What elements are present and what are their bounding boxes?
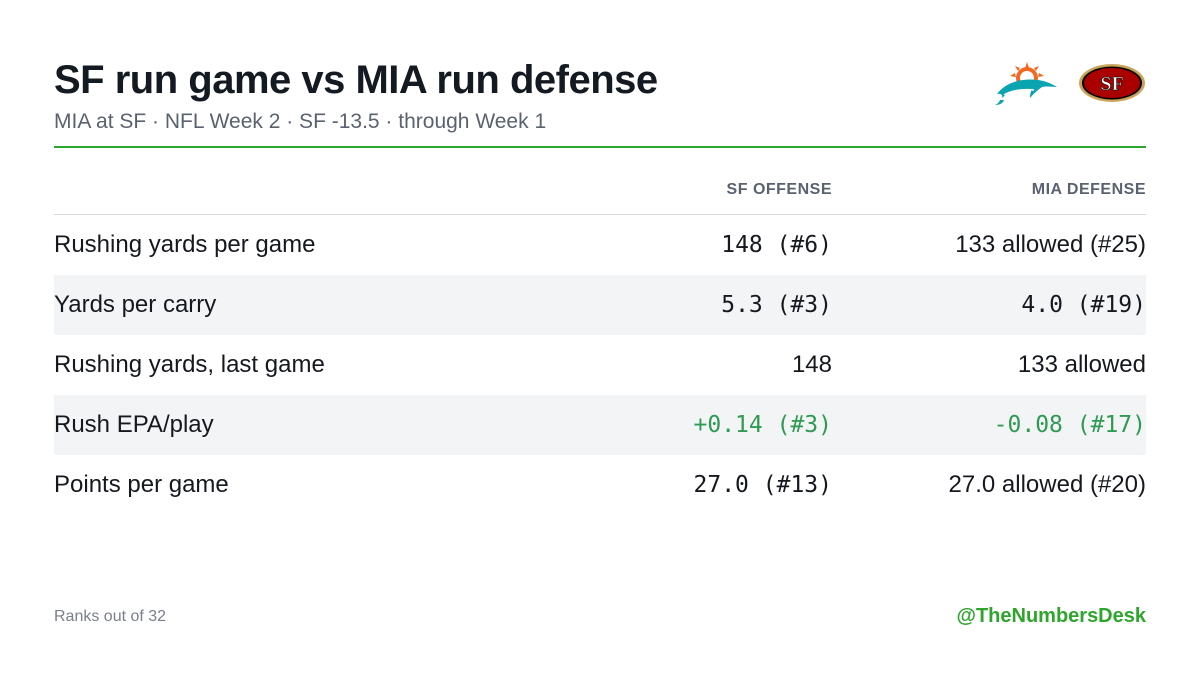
- dolphins-logo-icon: [995, 62, 1057, 105]
- sf-offense-value: +0.14 (#3): [594, 395, 832, 455]
- mia-defense-value: -0.08 (#17): [832, 395, 1146, 455]
- column-header-mia-defense: MIA DEFENSE: [832, 166, 1146, 215]
- sf-offense-value: 27.0 (#13): [693, 472, 832, 498]
- table-header-row: SF OFFENSE MIA DEFENSE: [54, 166, 1146, 215]
- table-row: Rushing yards per game 148 (#6) 133 allowe…: [54, 215, 1146, 276]
- mia-defense-value: 4.0 (#19): [832, 275, 1146, 335]
- sf-offense-value: 148 (#6): [721, 232, 832, 258]
- mia-defense-value: 133 allowed (#25): [955, 231, 1146, 258]
- page-title: SF run game vs MIA run defense: [54, 58, 658, 102]
- 49ers-logo-icon: SF: [1079, 64, 1145, 102]
- table-row: Yards per carry 5.3 (#3) 4.0 (#19): [54, 275, 1146, 335]
- title-divider: [54, 146, 1146, 148]
- svg-text:SF: SF: [1100, 73, 1123, 95]
- sf-offense-value: 148: [791, 351, 832, 378]
- footnote: Ranks out of 32: [54, 608, 167, 625]
- metric-label: Rush EPA/play: [54, 395, 594, 455]
- column-header-sf-offense: SF OFFENSE: [594, 166, 832, 215]
- metric-label: Yards per carry: [54, 275, 594, 335]
- column-header-metric: [54, 166, 594, 215]
- team-logos: SF: [994, 60, 1146, 106]
- table-row: Rushing yards, last game 148 133 allowed: [54, 335, 1146, 395]
- mia-defense-value: 133 allowed: [1017, 351, 1146, 378]
- sf-offense-value: 5.3 (#3): [594, 275, 832, 335]
- table-body: Rushing yards per game 148 (#6) 133 allowe…: [54, 215, 1146, 516]
- metric-label: Points per game: [54, 471, 229, 498]
- mia-defense-value: 27.0 allowed (#20): [948, 471, 1146, 498]
- metric-label: Rushing yards per game: [54, 231, 316, 258]
- author-handle: @TheNumbersDesk: [956, 605, 1146, 627]
- table-row: Rush EPA/play +0.14 (#3) -0.08 (#17): [54, 395, 1146, 455]
- metric-label: Rushing yards, last game: [54, 351, 325, 378]
- table-row: Points per game 27.0 (#13) 27.0 allowed (#…: [54, 455, 1146, 515]
- page-subtitle: MIA at SF · NFL Week 2 · SF -13.5 · thro…: [54, 110, 547, 133]
- comparison-table: SF OFFENSE MIA DEFENSE Rushing yards per…: [54, 166, 1146, 515]
